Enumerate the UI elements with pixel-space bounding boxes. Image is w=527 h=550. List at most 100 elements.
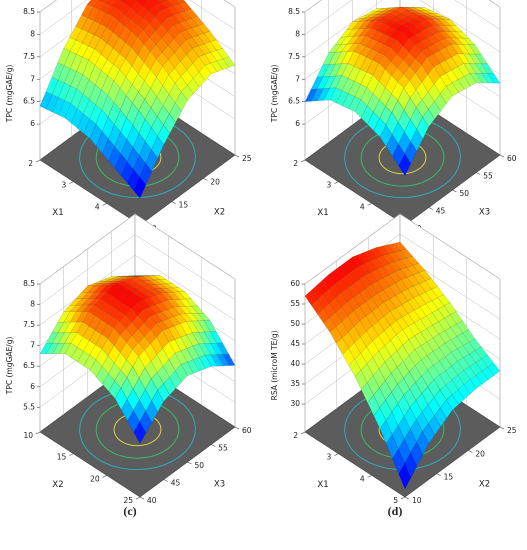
z-tick-label: 7.5 (288, 52, 300, 61)
z-tick-label: 6 (30, 382, 35, 391)
tick-mark (452, 189, 457, 193)
x-tick-label: 4 (360, 474, 365, 483)
z-tick-label: 40 (290, 359, 300, 368)
z-tick-label: 6.5 (23, 361, 35, 370)
tick-mark (35, 159, 41, 163)
z-axis-label: TPC (mgGAE/g) (5, 337, 14, 396)
contour-ring (113, 412, 162, 447)
x-tick-label: 4 (95, 202, 100, 211)
x-axis-label: X1 (317, 208, 328, 218)
y-axis-label: X3 (214, 480, 225, 490)
x-axis-label: X1 (52, 208, 63, 218)
tick-mark (499, 426, 505, 430)
y-axis-label: X2 (479, 480, 490, 490)
z-tick-label: 8 (30, 29, 35, 38)
tick-mark (367, 475, 372, 478)
tick-mark (102, 475, 107, 478)
tick-mark (187, 461, 192, 465)
y-tick-label: 25 (507, 426, 517, 435)
surface-panel: 5.5 6 6.5 7 7.5 8 8.5 10 15 20 25 40 45 50 55 60 TPC (mg… (5, 213, 252, 518)
surface-panel: 66.577.588.5234510152025TPC (mgGAE/g)X1X… (5, 0, 252, 246)
tick-mark (499, 154, 505, 158)
tick-mark (300, 431, 306, 435)
tick-mark (69, 453, 74, 456)
tick-mark (163, 479, 168, 482)
caption: (d) (388, 504, 403, 518)
x-tick-label: 3 (327, 181, 332, 190)
x-tick-label: 5 (393, 496, 398, 505)
z-tick-label: 5.5 (23, 402, 35, 411)
tick-mark (404, 496, 410, 500)
surface-patch (133, 176, 147, 199)
tick-mark (69, 181, 74, 184)
z-tick-label: 45 (290, 339, 300, 348)
x-tick-label: 3 (327, 453, 332, 462)
tick-mark (400, 496, 406, 500)
y-tick-label: 50 (460, 189, 470, 198)
contour-ring (360, 128, 445, 187)
y-tick-label: 40 (147, 496, 157, 505)
x-axis-label: X1 (317, 480, 328, 490)
y-tick-label: 55 (218, 444, 228, 453)
y-tick-label: 15 (444, 473, 454, 482)
x-tick-label: 3 (62, 181, 67, 190)
tick-mark (334, 453, 339, 456)
x-axis-label: X2 (52, 480, 63, 490)
z-tick-label: 7.5 (23, 52, 35, 61)
tick-mark (234, 426, 240, 430)
z-axis-label: TPC (mgGAE/g) (270, 65, 279, 124)
y-tick-label: 20 (475, 449, 485, 458)
z-tick-label: 55 (290, 299, 300, 308)
z-tick-label: 7 (295, 74, 300, 83)
tick-mark (476, 172, 481, 175)
y-tick-label: 20 (210, 177, 220, 186)
z-tick-label: 30 (290, 399, 300, 408)
x-tick-label: 15 (57, 453, 67, 462)
y-axis-label: X2 (214, 208, 225, 218)
contour-ring (95, 400, 180, 459)
x-tick-label: 10 (23, 431, 33, 440)
y-tick-label: 55 (483, 172, 493, 181)
z-tick-label: 7 (30, 341, 35, 350)
z-tick-label: 6 (295, 119, 300, 128)
z-tick-label: 8 (30, 300, 35, 309)
surface-patch (398, 153, 412, 176)
contour-ring (344, 388, 461, 471)
y-tick-label: 45 (436, 207, 446, 216)
z-tick-label: 8.5 (23, 279, 35, 288)
z-tick-label: 35 (290, 379, 300, 388)
y-tick-label: 45 (171, 479, 181, 488)
surface-patch (398, 463, 412, 490)
y-tick-label: 60 (242, 426, 252, 435)
y-tick-label: 10 (412, 496, 422, 505)
tick-mark (334, 181, 339, 184)
tick-mark (139, 496, 145, 500)
tick-mark (367, 203, 372, 206)
z-axis-label: TPC (mgGAE/g) (5, 65, 14, 124)
z-tick-label: 6.5 (23, 97, 35, 106)
z-tick-label: 8.5 (288, 7, 300, 16)
surface-patch (133, 421, 147, 444)
tick-mark (35, 431, 41, 435)
y-tick-label: 15 (179, 201, 189, 210)
x-tick-label: 4 (360, 202, 365, 211)
z-tick-label: 60 (290, 279, 300, 288)
x-tick-label: 2 (293, 431, 298, 440)
tick-mark (300, 159, 306, 163)
y-tick-label: 25 (242, 154, 252, 163)
surface-panel: 66.577.588.523454045505560TPC (mgGAE/g)X… (270, 0, 517, 246)
tick-mark (135, 496, 141, 500)
tick-mark (102, 203, 107, 206)
tick-mark (436, 473, 441, 476)
contour-ring (79, 388, 196, 471)
y-tick-label: 60 (507, 154, 517, 163)
z-tick-label: 8 (295, 29, 300, 38)
z-tick-label: 50 (290, 319, 300, 328)
x-tick-label: 2 (28, 159, 33, 168)
tick-mark (203, 178, 208, 181)
tick-mark (211, 444, 216, 447)
caption: (c) (123, 504, 136, 518)
contour-ring (378, 140, 427, 175)
